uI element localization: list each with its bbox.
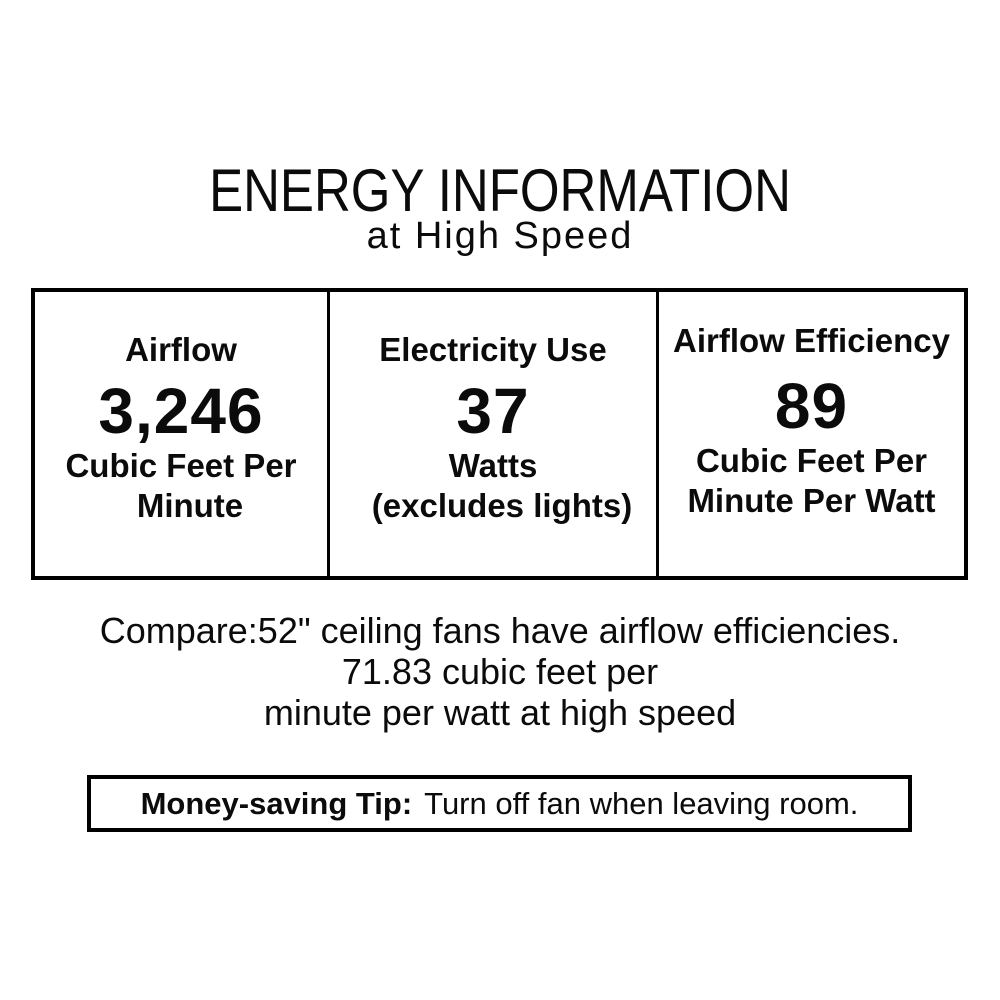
airflow-value: 3,246 [98, 375, 264, 447]
compare-note-line: 71.83 cubic feet per [341, 651, 659, 692]
column-airflow: Airflow 3,246 Cubic Feet Per Minute [35, 292, 327, 576]
airflow-efficiency-unit-line: Cubic Feet Per [695, 442, 928, 479]
airflow-unit-line: Minute [136, 487, 244, 524]
airflow-label: Airflow [125, 331, 237, 368]
electricity-use-unit-line: Watts [448, 447, 538, 484]
airflow-efficiency-value: 89 [774, 370, 849, 442]
airflow-efficiency-unit-line: Minute Per Watt [687, 482, 936, 519]
column-electricity-use: Electricity Use 37 Watts (excludes light… [327, 292, 656, 576]
compare-note: Compare:52" ceiling fans have airflow ef… [0, 610, 1000, 733]
electricity-use-label: Electricity Use [379, 331, 607, 368]
page-subtitle: at High Speed [366, 215, 634, 257]
tip-label: Money-saving Tip: [140, 785, 413, 821]
money-saving-tip-box: Money-saving Tip: Turn off fan when leav… [87, 775, 912, 832]
compare-note-line: minute per watt at high speed [263, 692, 737, 733]
compare-note-line: Compare:52" ceiling fans have airflow ef… [99, 610, 901, 651]
electricity-use-value: 37 [456, 375, 530, 447]
column-airflow-efficiency: Airflow Efficiency 89 Cubic Feet Per Min… [656, 292, 964, 576]
airflow-unit-line: Cubic Feet Per [65, 447, 297, 484]
airflow-efficiency-label: Airflow Efficiency [673, 322, 950, 359]
electricity-use-unit: Watts (excludes lights) [330, 446, 656, 526]
tip-text: Turn off fan when leaving room. [424, 785, 859, 821]
energy-table: Airflow 3,246 Cubic Feet Per Minute Elec… [31, 288, 968, 580]
airflow-unit: Cubic Feet Per Minute [35, 446, 327, 526]
electricity-use-unit-line: (excludes lights) [371, 487, 633, 524]
airflow-efficiency-unit: Cubic Feet Per Minute Per Watt [659, 441, 964, 521]
page-title: ENERGY INFORMATION [209, 157, 791, 224]
